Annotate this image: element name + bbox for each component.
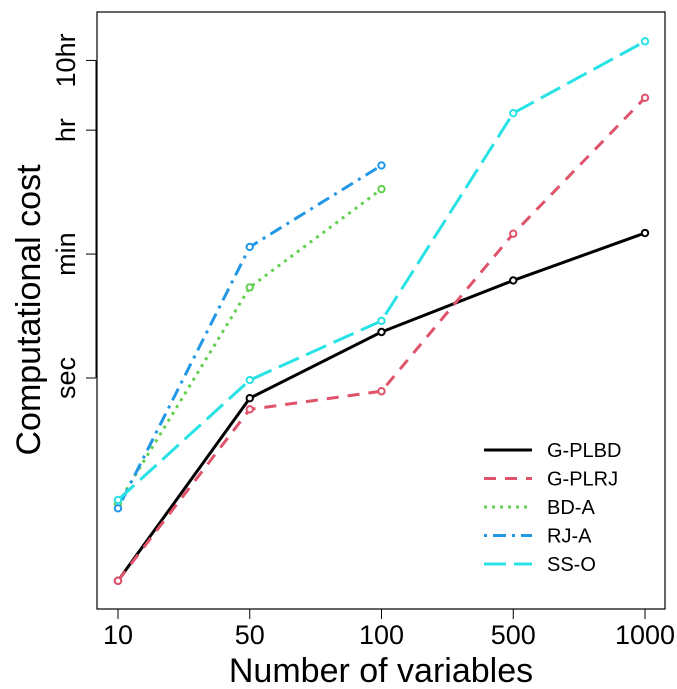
- data-point: [509, 229, 518, 238]
- series-layer: [113, 37, 650, 586]
- legend-label: RJ-A: [547, 526, 592, 548]
- data-point: [377, 387, 386, 396]
- data-point: [377, 184, 386, 194]
- x-tick-label: 10: [103, 620, 133, 650]
- legend-item: G-PLRJ: [484, 469, 618, 491]
- series-line: [116, 187, 383, 505]
- data-point: [377, 161, 386, 170]
- data-point: [509, 276, 518, 285]
- y-tick-label: sec: [51, 357, 81, 399]
- data-point: [245, 242, 254, 252]
- data-point: [113, 495, 123, 505]
- series-line: [116, 96, 647, 582]
- data-point: [640, 228, 650, 238]
- legend-item: G-PLBD: [484, 440, 621, 462]
- series-g-plrj: [113, 93, 650, 586]
- x-axis: 10 50 100 500 1000: [103, 608, 675, 650]
- plot-frame: [96, 11, 666, 610]
- x-tick-label: 500: [491, 620, 536, 650]
- legend-label: G-PLRJ: [547, 469, 618, 491]
- y-axis: sec min hr 10hr: [51, 33, 97, 399]
- y-tick-label: min: [51, 232, 81, 276]
- data-point: [113, 576, 123, 586]
- data-point: [377, 327, 386, 337]
- y-tick-label: 10hr: [51, 33, 81, 87]
- series-ss-o: [113, 37, 650, 505]
- legend-item: RJ-A: [484, 526, 592, 548]
- series-line: [116, 40, 646, 502]
- y-axis-title: Computational cost: [10, 164, 48, 456]
- legend: G-PLBD G-PLRJ BD-A RJ-A SS-O: [484, 440, 621, 576]
- data-point: [509, 108, 518, 118]
- y-tick-label: hr: [51, 118, 81, 142]
- series-rj-a: [113, 161, 386, 513]
- x-tick-label: 50: [235, 620, 265, 650]
- data-point: [640, 37, 650, 46]
- data-point: [245, 394, 254, 403]
- legend-item: SS-O: [484, 554, 596, 576]
- data-point: [377, 316, 386, 326]
- data-point: [640, 93, 650, 103]
- series-bd-a: [113, 184, 386, 508]
- data-point: [245, 405, 254, 414]
- legend-label: SS-O: [547, 554, 596, 576]
- x-tick-label: 100: [359, 620, 404, 650]
- data-point: [245, 283, 254, 292]
- legend-item: BD-A: [484, 497, 595, 519]
- data-point: [245, 375, 254, 385]
- data-point: [113, 504, 123, 513]
- legend-label: G-PLBD: [547, 440, 621, 462]
- legend-label: BD-A: [547, 497, 595, 519]
- x-axis-title: Number of variables: [229, 652, 533, 689]
- x-tick-label: 1000: [615, 620, 675, 650]
